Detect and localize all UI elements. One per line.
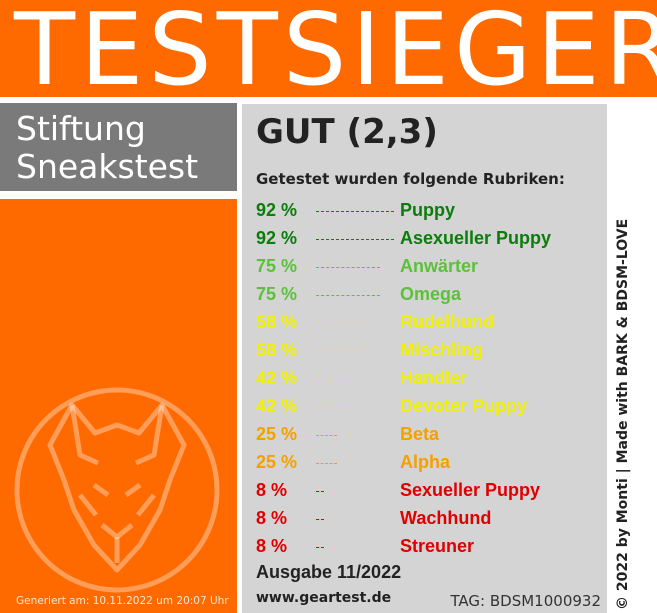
grade: GUT (2,3) — [256, 112, 438, 152]
generated-timestamp: Generiert am: 10.11.2022 um 20:07 Uhr — [16, 595, 229, 607]
rating-row: 92 % Asexueller Puppy — [256, 228, 596, 252]
banner-title: TESTSIEGER — [14, 0, 657, 108]
rating-percent: 42 % — [256, 396, 298, 416]
rating-label: Streuner — [400, 536, 475, 556]
rating-label: Beta — [400, 424, 440, 444]
rating-percent: 58 % — [256, 312, 298, 332]
rating-row: 75 % Omega — [256, 284, 596, 308]
rating-label: Devoter Puppy — [400, 396, 528, 416]
rating-percent: 8 % — [256, 508, 288, 528]
rating-percent: 75 % — [256, 256, 298, 276]
rating-percent: 92 % — [256, 228, 298, 248]
rating-label: Anwärter — [400, 256, 479, 276]
rating-label: Sexueller Puppy — [400, 480, 541, 500]
rating-row: 58 % Mischling — [256, 340, 596, 364]
rating-dots — [316, 463, 337, 464]
orange-block — [0, 199, 237, 613]
tag-id: TAG: BDSM1000932 — [450, 592, 601, 610]
rating-dots — [316, 267, 380, 268]
rating-dots — [316, 379, 352, 380]
rating-dots — [316, 407, 352, 408]
rating-label: Wachhund — [400, 508, 492, 528]
rating-row: 8 % Wachhund — [256, 508, 596, 532]
rating-label: Asexueller Puppy — [400, 228, 552, 248]
rating-percent: 25 % — [256, 452, 298, 472]
brand-box: Stiftung Sneakstest — [0, 103, 237, 191]
rating-label: Handler — [400, 368, 468, 388]
rating-percent: 8 % — [256, 480, 288, 500]
rating-label: Mischling — [400, 340, 484, 360]
left-column: Stiftung Sneakstest Generiert am: 10.11.… — [0, 97, 237, 613]
rating-dots — [316, 323, 365, 324]
rating-label: Puppy — [400, 200, 456, 220]
rating-percent: 42 % — [256, 368, 298, 388]
brand-line-1: Stiftung — [16, 109, 146, 148]
rating-label: Rudelhund — [400, 312, 494, 332]
rating-dots — [316, 351, 365, 352]
rubrics-heading: Getestet wurden folgende Rubriken: — [256, 170, 565, 188]
rating-dots — [316, 295, 380, 296]
rating-row: 8 % Streuner — [256, 536, 596, 560]
rating-label: Alpha — [400, 452, 451, 472]
website-link[interactable]: www.geartest.de — [256, 590, 392, 606]
copyright-vertical: © 2022 by Monti | Made with BARK & BDSM-… — [615, 218, 631, 610]
rating-row: 25 % Alpha — [256, 452, 596, 476]
rating-percent: 75 % — [256, 284, 298, 304]
rating-percent: 8 % — [256, 536, 288, 556]
rating-dots — [316, 519, 324, 520]
rating-percent: 92 % — [256, 200, 298, 220]
brand-line-2: Sneakstest — [16, 147, 199, 186]
rating-label: Omega — [400, 284, 462, 304]
results-panel: GUT (2,3) Getestet wurden folgende Rubri… — [242, 104, 607, 613]
rating-dots — [316, 491, 324, 492]
rating-row: 75 % Anwärter — [256, 256, 596, 280]
rating-row: 8 % Sexueller Puppy — [256, 480, 596, 504]
issue-label: Ausgabe 11/2022 — [256, 562, 402, 582]
rating-dots — [316, 239, 394, 240]
rating-percent: 58 % — [256, 340, 298, 360]
rating-row: 42 % Handler — [256, 368, 596, 392]
rating-row: 25 % Beta — [256, 424, 596, 448]
top-banner: TESTSIEGER — [0, 0, 657, 106]
dog-head-emblem-icon — [14, 387, 220, 593]
rating-dots — [316, 211, 394, 212]
rating-row: 92 % Puppy — [256, 200, 596, 224]
rating-row: 42 % Devoter Puppy — [256, 396, 596, 420]
rating-dots — [316, 547, 324, 548]
rating-dots — [316, 435, 337, 436]
rating-percent: 25 % — [256, 424, 298, 444]
rating-row: 58 % Rudelhund — [256, 312, 596, 336]
